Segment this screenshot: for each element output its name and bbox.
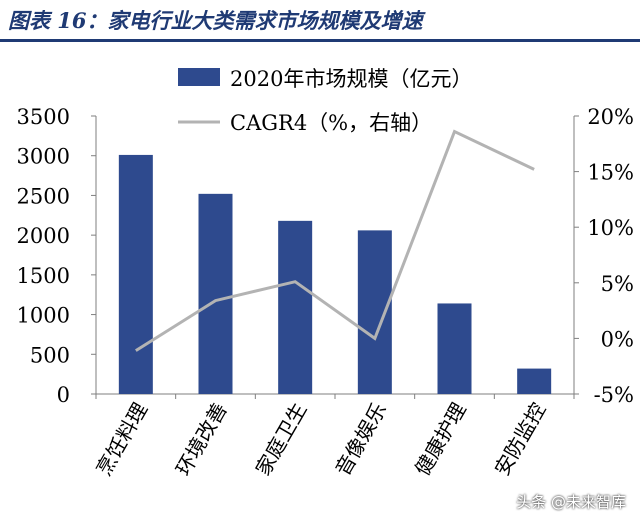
- legend-line-label: CAGR4（%，右轴）: [230, 111, 432, 135]
- cagr-line: [135, 129, 535, 352]
- x-category-label: 烹饪料理: [91, 399, 152, 480]
- left-axis: 0 500 1000 1500 2000 2500 3000 3500: [17, 105, 96, 407]
- right-tick-label: -5%: [594, 383, 634, 407]
- bar-series: [118, 154, 552, 394]
- bar: [118, 154, 153, 394]
- right-tick-label: 20%: [587, 105, 634, 129]
- left-tick-label: 1500: [17, 264, 70, 288]
- right-tick-label: 5%: [601, 272, 634, 296]
- x-category-label: 音像娱乐: [330, 399, 391, 480]
- x-category-label: 健康护理: [410, 399, 471, 480]
- legend-bar-label: 2020年市场规模（亿元）: [230, 67, 472, 91]
- figure-title-bar: 图表 16：家电行业大类需求市场规模及增速: [0, 0, 640, 42]
- x-category-label: 家庭卫生: [251, 399, 312, 480]
- bar: [517, 368, 552, 394]
- left-tick-label: 3500: [17, 105, 70, 129]
- bar: [278, 220, 313, 394]
- legend: 2020年市场规模（亿元） CAGR4（%，右轴）: [178, 67, 472, 135]
- legend-bar-swatch: [178, 68, 220, 86]
- figure-title: 图表 16：家电行业大类需求市场规模及增速: [8, 8, 423, 33]
- right-tick-label: 15%: [587, 161, 634, 185]
- left-tick-label: 0: [57, 383, 70, 407]
- right-tick-label: 0%: [601, 327, 634, 351]
- left-tick-label: 2000: [17, 224, 70, 248]
- left-tick-label: 1000: [17, 304, 70, 328]
- bar: [198, 193, 233, 394]
- right-axis: -5% 0% 5% 10% 15% 20%: [574, 105, 634, 407]
- right-tick-label: 10%: [587, 216, 634, 240]
- x-axis-labels: 烹饪料理 环境改善 家庭卫生 音像娱乐 健康护理 安防监控: [91, 394, 575, 480]
- x-category-label: 环境改善: [171, 399, 232, 480]
- left-tick-label: 500: [30, 343, 70, 367]
- x-category-label: 安防监控: [490, 399, 551, 480]
- watermark: 头条 @未来智库: [516, 493, 626, 511]
- bar: [437, 303, 472, 394]
- left-tick-label: 2500: [17, 184, 70, 208]
- left-tick-label: 3000: [17, 145, 70, 169]
- bar: [357, 230, 392, 394]
